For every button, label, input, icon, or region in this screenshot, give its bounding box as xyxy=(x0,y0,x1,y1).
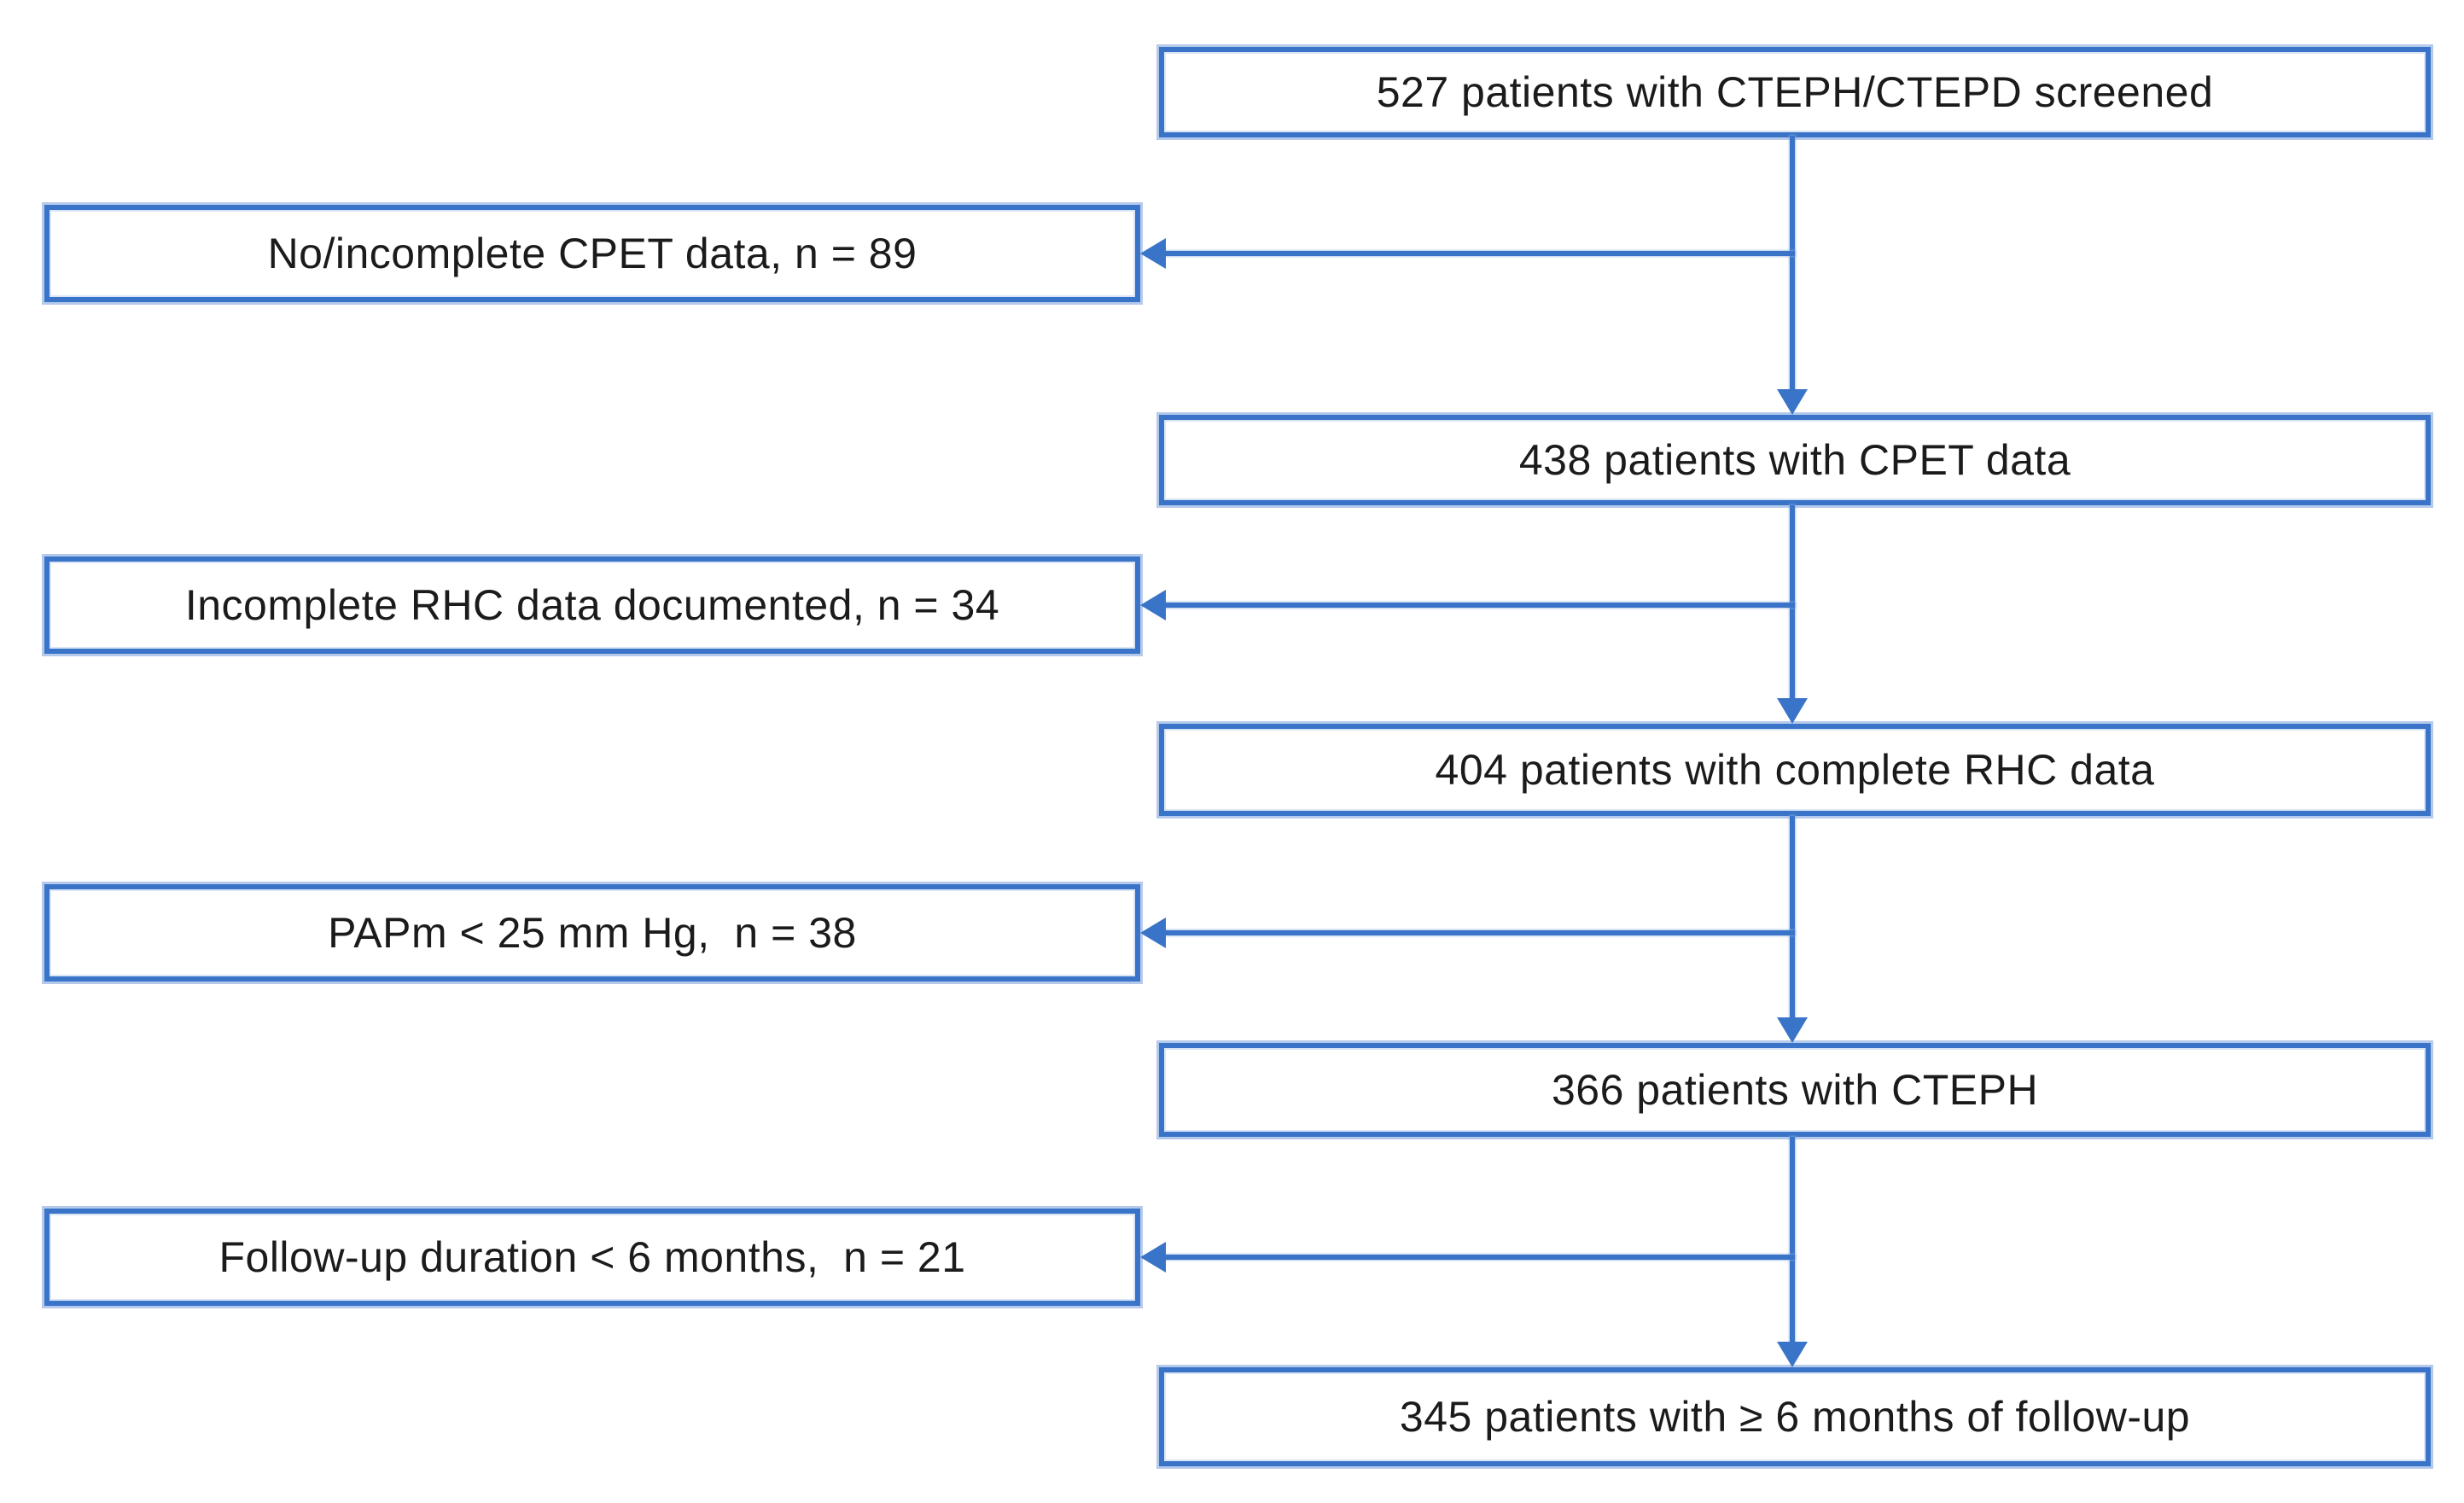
connector-horizontal-1 xyxy=(1162,251,1795,256)
box-excl-no-cpet: No/incomplete CPET data, n = 89 xyxy=(44,205,1140,302)
arrowhead-down-4-icon xyxy=(1777,1342,1808,1367)
arrowhead-left-2-icon xyxy=(1140,590,1166,620)
connector-vertical-3 xyxy=(1790,816,1795,1019)
box-excl-incomplete-rhc-label: Incomplete RHC data documented, n = 34 xyxy=(184,581,1000,629)
box-excl-followup-duration: Follow-up duration < 6 months, n = 21 xyxy=(44,1209,1140,1306)
connector-horizontal-4 xyxy=(1162,1255,1795,1260)
box-screened-label: 527 patients with CTEPH/CTEPD screened xyxy=(1376,68,2214,116)
box-cteph-label: 366 patients with CTEPH xyxy=(1551,1066,2039,1114)
box-excl-papm: PAPm < 25 mm Hg, n = 38 xyxy=(44,884,1140,982)
box-excl-followup-duration-label: Follow-up duration < 6 months, n = 21 xyxy=(218,1233,966,1281)
box-excl-papm-label: PAPm < 25 mm Hg, n = 38 xyxy=(328,909,857,957)
box-complete-rhc-data-label: 404 patients with complete RHC data xyxy=(1435,746,2155,794)
box-cpet-data-label: 438 patients with CPET data xyxy=(1518,436,2071,484)
box-excl-incomplete-rhc: Incomplete RHC data documented, n = 34 xyxy=(44,556,1140,654)
arrowhead-left-3-icon xyxy=(1140,918,1166,948)
arrowhead-left-1-icon xyxy=(1140,238,1166,269)
arrowhead-down-1-icon xyxy=(1777,389,1808,415)
box-follow-up: 345 patients with ≥ 6 months of follow-u… xyxy=(1159,1367,2431,1466)
box-cteph: 366 patients with CTEPH xyxy=(1159,1043,2431,1137)
connector-horizontal-2 xyxy=(1162,603,1795,608)
box-excl-no-cpet-label: No/incomplete CPET data, n = 89 xyxy=(267,230,917,277)
box-follow-up-label: 345 patients with ≥ 6 months of follow-u… xyxy=(1399,1393,2191,1441)
connector-vertical-4 xyxy=(1790,1137,1795,1343)
connector-horizontal-3 xyxy=(1162,930,1795,935)
arrowhead-down-2-icon xyxy=(1777,698,1808,724)
box-complete-rhc-data: 404 patients with complete RHC data xyxy=(1159,724,2431,816)
box-cpet-data: 438 patients with CPET data xyxy=(1159,415,2431,505)
arrowhead-down-3-icon xyxy=(1777,1017,1808,1043)
box-screened: 527 patients with CTEPH/CTEPD screened xyxy=(1159,47,2431,137)
connector-vertical-1 xyxy=(1790,136,1795,391)
arrowhead-left-4-icon xyxy=(1140,1242,1166,1273)
